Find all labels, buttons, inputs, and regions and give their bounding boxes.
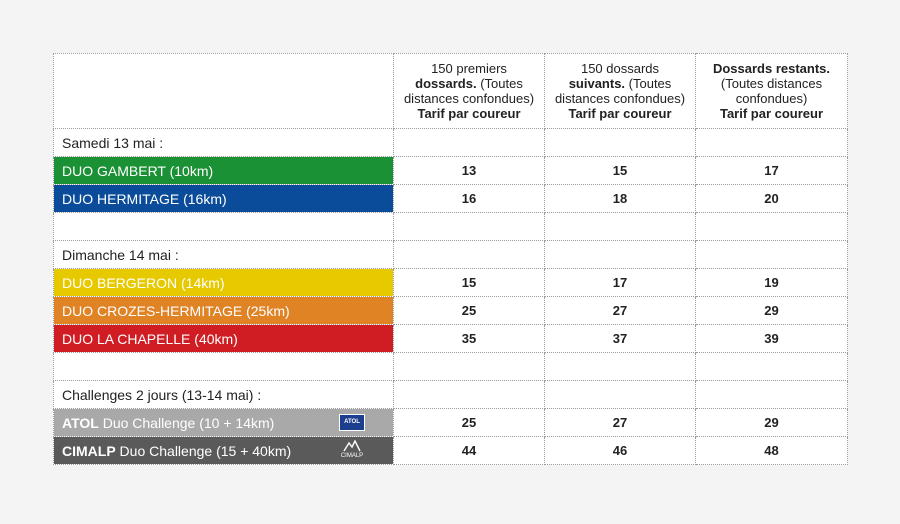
header-remaining-bold: Dossards restants. [712,61,831,76]
empty-cell [695,128,848,157]
race-name-cell: CIMALP Duo Challenge (15 + 40km) CIMALP [53,436,394,465]
race-name: DUO CROZES-HERMITAGE (25km) [62,302,290,319]
price-cell: 29 [695,296,848,325]
header-row: 150 premiers dossards. (Toutes distances… [53,53,848,129]
race-row: CIMALP Duo Challenge (15 + 40km) CIMALP 44… [53,436,848,465]
header-first-150-bold: dossards. [415,76,477,91]
price-cell: 25 [393,296,545,325]
section-row: Dimanche 14 mai : [53,240,848,269]
empty-cell [695,240,848,269]
header-empty-cell [53,53,394,129]
atol-logo-icon: ATOL [339,414,365,431]
race-name: DUO HERMITAGE (16km) [62,190,227,207]
race-row: DUO LA CHAPELLE (40km) 35 37 39 [53,324,848,353]
empty-cell [544,128,696,157]
race-name-cell: DUO LA CHAPELLE (40km) [53,324,394,353]
price-cell: 16 [393,184,545,213]
price-cell: 13 [393,156,545,185]
empty-cell [393,240,545,269]
race-name-cell: DUO GAMBERT (10km) [53,156,394,185]
race-name: Duo Challenge (15 + 40km) [115,442,292,459]
empty-cell [393,380,545,409]
section-row: Challenges 2 jours (13-14 mai) : [53,380,848,409]
empty-cell [53,352,394,381]
price-cell: 48 [695,436,848,465]
race-name: DUO GAMBERT (10km) [62,162,214,179]
price-cell: 46 [544,436,696,465]
price-cell: 39 [695,324,848,353]
price-cell: 44 [393,436,545,465]
empty-cell [695,352,848,381]
header-remaining: Dossards restants. (Toutes distances con… [695,53,848,129]
price-cell: 37 [544,324,696,353]
pricing-table: 150 premiers dossards. (Toutes distances… [53,53,848,465]
spacer-row [53,212,848,241]
empty-cell [53,212,394,241]
header-next-150-line1: 150 dossards [580,61,660,76]
header-first-150-normal: (Toutes distances confondues) [403,76,535,106]
section-row: Samedi 13 mai : [53,128,848,157]
price-cell: 25 [393,408,545,437]
price-cell: 27 [544,408,696,437]
price-cell: 15 [544,156,696,185]
race-row: DUO GAMBERT (10km) 13 15 17 [53,156,848,185]
price-cell: 29 [695,408,848,437]
price-cell: 17 [544,268,696,297]
race-name-cell: DUO HERMITAGE (16km) [53,184,394,213]
empty-cell [695,212,848,241]
price-cell: 17 [695,156,848,185]
empty-cell [544,212,696,241]
race-row: DUO HERMITAGE (16km) 16 18 20 [53,184,848,213]
table-body: Samedi 13 mai : DUO GAMBERT (10km) 13 15 17 D… [53,128,848,465]
race-name-cell: DUO CROZES-HERMITAGE (25km) [53,296,394,325]
race-row: ATOL Duo Challenge (10 + 14km) ATOL 25 27 29 [53,408,848,437]
race-brand: CIMALP [62,442,116,459]
empty-cell [393,212,545,241]
empty-cell [544,240,696,269]
race-row: DUO BERGERON (14km) 15 17 19 [53,268,848,297]
spacer-row [53,352,848,381]
header-first-150-line1: 150 premiers [431,61,507,76]
cimalp-logo-icon: CIMALP [337,440,367,462]
section-label: Challenges 2 jours (13-14 mai) : [53,380,394,409]
header-next-150-bold: suivants. [568,76,626,91]
section-label: Samedi 13 mai : [53,128,394,157]
empty-cell [544,352,696,381]
price-cell: 18 [544,184,696,213]
header-remaining-normal: (Toutes distances confondues) [720,76,823,106]
header-next-150-sub: Tarif par coureur [568,106,672,121]
section-label: Dimanche 14 mai : [53,240,394,269]
race-name: Duo Challenge (10 + 14km) [98,414,275,431]
race-name-cell: ATOL Duo Challenge (10 + 14km) ATOL [53,408,394,437]
header-next-150-normal: (Toutes distances confondues) [554,76,686,106]
header-first-150: 150 premiers dossards. (Toutes distances… [393,53,545,129]
price-cell: 35 [393,324,545,353]
empty-cell [695,380,848,409]
race-brand: ATOL [62,414,99,431]
empty-cell [393,128,545,157]
price-cell: 15 [393,268,545,297]
price-cell: 19 [695,268,848,297]
race-name-cell: DUO BERGERON (14km) [53,268,394,297]
race-row: DUO CROZES-HERMITAGE (25km) 25 27 29 [53,296,848,325]
header-first-150-sub: Tarif par coureur [417,106,521,121]
header-remaining-sub: Tarif par coureur [719,106,824,121]
race-name: DUO LA CHAPELLE (40km) [62,330,238,347]
header-next-150-line2: suivants. (Toutes distances confondues) [545,76,695,106]
empty-cell [393,352,545,381]
header-next-150: 150 dossards suivants. (Toutes distances… [544,53,696,129]
price-cell: 20 [695,184,848,213]
empty-cell [544,380,696,409]
race-name: DUO BERGERON (14km) [62,274,225,291]
header-first-150-line2: dossards. (Toutes distances confondues) [394,76,544,106]
price-cell: 27 [544,296,696,325]
